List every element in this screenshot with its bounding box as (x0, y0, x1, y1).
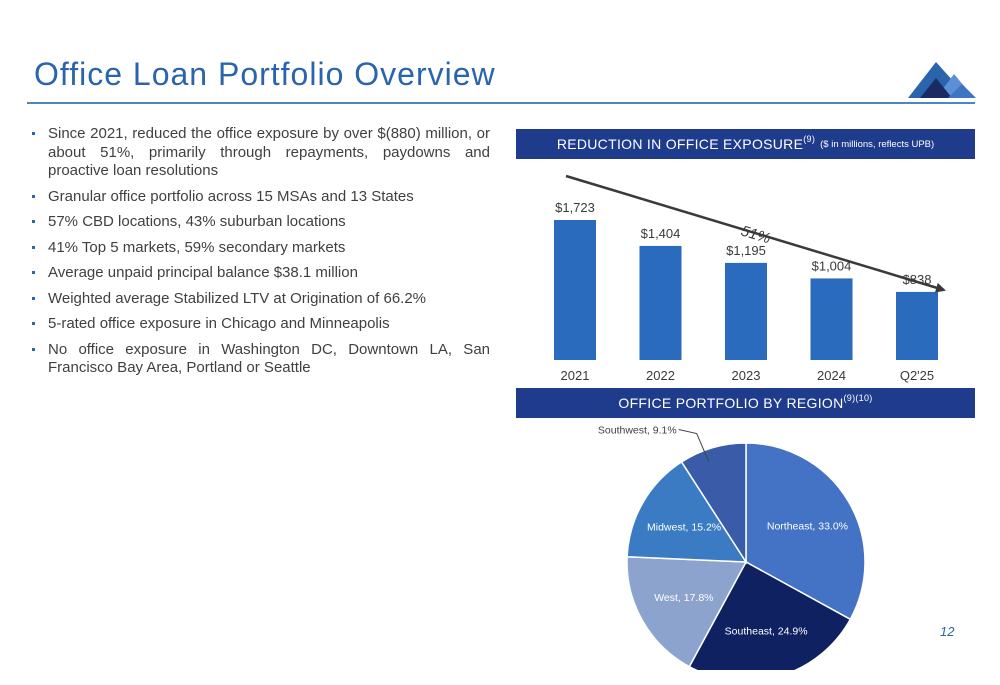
office-exposure-banner: REDUCTION IN OFFICE EXPOSURE (9) ($ in mi… (516, 129, 975, 159)
bar-category-label: Q2'25 (900, 368, 934, 383)
bar-category-label: 2022 (646, 368, 675, 383)
pie-slice-label: West, 17.8% (654, 592, 713, 604)
bar-category-label: 2023 (732, 368, 761, 383)
bar-2024 (810, 278, 853, 360)
bar-value-label: $1,195 (726, 243, 766, 258)
bar-value-label: $1,404 (641, 226, 681, 241)
bar-category-label: 2024 (817, 368, 846, 383)
banner-footnote-ref: (9) (803, 134, 816, 144)
region-pie-chart: Northeast, 33.0% Southeast, 24.9% West, 17… (598, 425, 866, 670)
bullet-item: 41% Top 5 markets, 59% secondary markets (32, 239, 490, 258)
bar-value-label: $1,723 (555, 200, 595, 215)
pie-slice (626, 555, 748, 668)
reduction-trend-arrow (565, 174, 946, 293)
pie-slice-label: Northeast, 33.0% (767, 521, 848, 533)
page-title: Office Loan Portfolio Overview (34, 56, 496, 92)
bullet-item: Granular office portfolio across 15 MSAs… (32, 188, 490, 207)
bullet-item: 5-rated office exposure in Chicago and M… (32, 315, 490, 334)
title-divider (27, 102, 975, 104)
mountain-logo-icon (908, 62, 976, 98)
banner-title: REDUCTION IN OFFICE EXPOSURE (556, 136, 804, 152)
bullet-item: Weighted average Stabilized LTV at Origi… (32, 290, 490, 309)
banner-title: OFFICE PORTFOLIO BY REGION (618, 395, 844, 411)
bar-value-label: $1,004 (812, 258, 852, 273)
office-exposure-bar-chart: $1,723 2021 $1,404 2022 $1,195 2023 $1,004 2024… (554, 174, 946, 383)
bar-2022 (639, 245, 682, 360)
bullet-list: Since 2021, reduced the office exposure … (32, 125, 490, 385)
bullet-item: 57% CBD locations, 43% suburban location… (32, 213, 490, 232)
bar-category-label: 2021 (561, 368, 590, 383)
bullet-item: Average unpaid principal balance $38.1 m… (32, 264, 490, 283)
pie-leader-line (678, 429, 710, 462)
page-number: 12 (940, 624, 955, 639)
pie-slice-label: Southwest, 9.1% (598, 425, 677, 437)
pie-slice-label: Southeast, 24.9% (725, 626, 808, 638)
bullet-item: Since 2021, reduced the office exposure … (32, 125, 490, 181)
region-banner: OFFICE PORTFOLIO BY REGION (9)(10) (516, 388, 975, 418)
bar-2023 (725, 262, 767, 360)
pie-slice (688, 560, 852, 670)
pie-slice (745, 442, 866, 621)
banner-note: ($ in millions, reflects UPB) (820, 138, 935, 150)
pie-slice (626, 460, 748, 563)
pie-slice (680, 442, 747, 565)
bar-2021 (554, 220, 596, 360)
banner-footnote-ref: (9)(10) (843, 393, 873, 403)
bullet-item: No office exposure in Washington DC, Dow… (32, 341, 490, 378)
pie-slice-label: Midwest, 15.2% (647, 521, 721, 533)
bar-Q2'25 (896, 291, 938, 360)
